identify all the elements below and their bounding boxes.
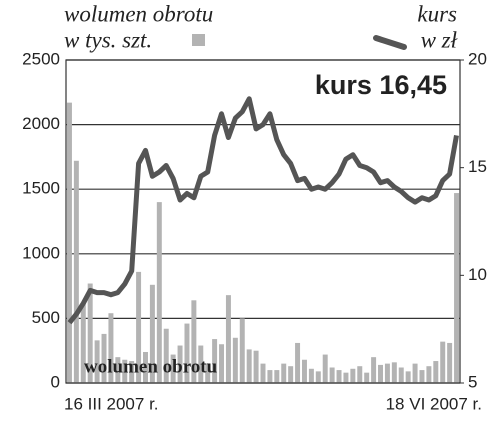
bar (267, 370, 273, 383)
bar (454, 193, 460, 383)
y2-tick-label: 20 (468, 49, 487, 68)
y2-tick-label: 5 (468, 372, 477, 391)
bar (239, 318, 245, 383)
bar (329, 367, 335, 383)
y-tick-label: 2500 (22, 49, 60, 68)
price-annotation: kurs 16,45 (315, 70, 447, 100)
bar (232, 337, 238, 383)
bar (350, 368, 356, 383)
y2-tick-label: 10 (468, 265, 487, 284)
y-tick-label: 0 (51, 372, 60, 391)
bar (198, 345, 204, 383)
x-tick-label: 16 III 2007 r. (64, 394, 159, 413)
bar (184, 323, 190, 383)
legend-volume-swatch (192, 34, 205, 46)
bar (391, 362, 397, 383)
bar (94, 340, 100, 383)
bar (371, 357, 377, 383)
legend-price: kurs (417, 1, 457, 26)
bar (101, 333, 107, 383)
bar (66, 102, 72, 384)
bar (447, 342, 453, 383)
price-line (67, 96, 459, 325)
bar (149, 284, 155, 383)
bar (281, 363, 287, 383)
bar (419, 370, 425, 383)
bar (440, 341, 446, 383)
bar (225, 295, 231, 383)
bar (433, 361, 439, 383)
bar (357, 366, 363, 383)
bar (246, 349, 252, 383)
bar (364, 372, 370, 383)
bar (384, 363, 390, 383)
y-tick-label: 500 (32, 308, 60, 327)
bar (191, 300, 197, 383)
bar (253, 350, 259, 383)
bar (80, 304, 86, 383)
bar (136, 271, 142, 383)
bar (398, 367, 404, 383)
bar (343, 372, 349, 383)
bar (301, 359, 307, 383)
bar (143, 351, 148, 383)
bar (170, 354, 176, 383)
bar (426, 366, 432, 383)
bar (87, 283, 93, 383)
bar (156, 202, 162, 383)
legend-volume: wolumen obrotu (64, 1, 213, 26)
bar (315, 371, 321, 383)
volume-annotation: wolumen obrotu (84, 356, 218, 377)
legend-price-unit: w zł (421, 27, 458, 52)
y-tick-label: 1000 (22, 243, 60, 262)
bar (115, 357, 121, 383)
plot-frame (65, 59, 461, 384)
bar (322, 354, 328, 383)
y-tick-label: 2000 (22, 114, 60, 133)
bar (163, 328, 169, 383)
annotation-box (296, 66, 456, 106)
legend-volume-unit: w tys. szt. (64, 27, 152, 52)
bar (122, 359, 128, 383)
bar (177, 345, 183, 383)
x-tick-label: 18 VI 2007 r. (386, 394, 482, 413)
bar (288, 366, 294, 383)
bar (308, 368, 314, 383)
legend-price-swatch (373, 35, 407, 50)
y2-tick-label: 15 (468, 157, 487, 176)
bar (274, 370, 280, 383)
bar (412, 363, 418, 383)
bar (260, 363, 266, 383)
bar (73, 160, 79, 383)
bar (205, 363, 211, 383)
bar (336, 370, 342, 383)
bar (219, 344, 225, 383)
bar (405, 371, 411, 383)
bar (212, 339, 218, 383)
bar (295, 342, 301, 383)
bar (108, 313, 114, 383)
bar (129, 361, 135, 383)
y-tick-label: 1500 (22, 179, 60, 198)
bar (378, 364, 383, 383)
